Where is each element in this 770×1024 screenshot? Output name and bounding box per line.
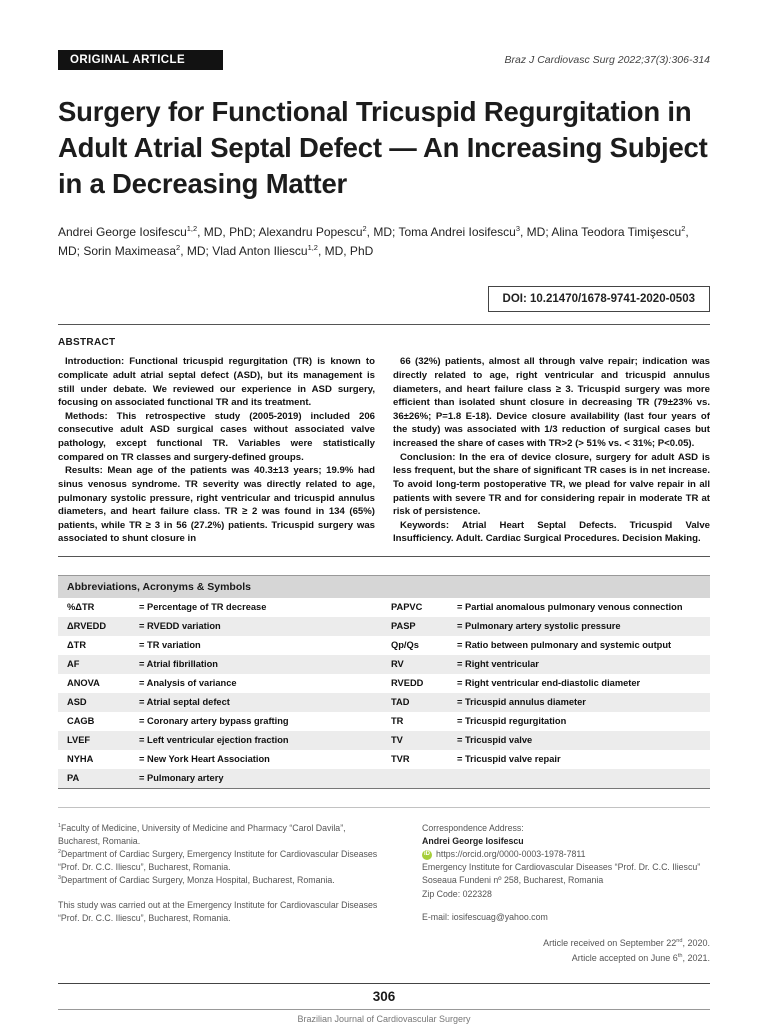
orcid-line: iD https://orcid.org/0000-0003-1978-7811 bbox=[422, 848, 710, 861]
correspondence-line: Emergency Institute for Cardiovascular D… bbox=[422, 862, 701, 873]
footer-rule-2 bbox=[58, 1008, 710, 1010]
abstract-right-column: 66 (32%) patients, almost all through va… bbox=[393, 355, 710, 546]
divider-abstract-bottom bbox=[58, 555, 710, 557]
journal-name: Brazilian Journal of Cardiovascular Surg… bbox=[297, 1013, 471, 1024]
study-note: This study was carried out at the Emerge… bbox=[58, 899, 378, 923]
abbreviations-table: Abbreviations, Acronyms & Symbols %ΔTR = … bbox=[58, 574, 710, 789]
date-received: Article received on September 22nd, 2020… bbox=[543, 937, 710, 948]
abstract-paragraph: 66 (32%) patients, almost all through va… bbox=[393, 356, 710, 450]
correspondence-line: Zip Code: 022328 bbox=[422, 888, 492, 899]
page-header: ORIGINAL ARTICLE Braz J Cardiovasc Surg … bbox=[58, 50, 710, 70]
abstract-paragraph: Conclusion: In the era of device closure… bbox=[393, 451, 710, 518]
authors-line: Andrei George Iosifescu1,2, MD, PhD; Ale… bbox=[58, 224, 689, 258]
abbreviation-row: ANOVA = Analysis of variance RVEDD = Right … bbox=[67, 677, 641, 688]
affiliations: 1Faculty of Medicine, University of Medi… bbox=[58, 822, 388, 967]
orcid-link[interactable]: https://orcid.org/0000-0003-1978-7811 bbox=[436, 849, 586, 860]
abbreviation-row: %ΔTR = Percentage of TR decrease PAPVC = Pa… bbox=[67, 601, 683, 612]
correspondence-block: Correspondence Address: Andrei George Io… bbox=[422, 822, 710, 967]
article-title: Surgery for Functional Tricuspid Regurgi… bbox=[58, 96, 708, 199]
abbreviation-row: ΔRVEDD = RVEDD variation PASP = Pulmonary a… bbox=[58, 616, 710, 636]
divider-top bbox=[58, 324, 710, 326]
correspondence-label: Correspondence Address: bbox=[422, 822, 524, 833]
page-number: 306 bbox=[372, 988, 396, 1004]
affiliation: 2Department of Cardiac Surgery, Emergenc… bbox=[58, 849, 378, 873]
abstract-paragraph: Methods: This retrospective study (2005-… bbox=[58, 410, 375, 463]
footer-rule bbox=[58, 982, 710, 984]
affiliation: 3Department of Cardiac Surgery, Monza Ho… bbox=[58, 875, 335, 886]
article-type-badge: ORIGINAL ARTICLE bbox=[58, 50, 224, 70]
abstract-left-column: Introduction: Functional tricuspid regur… bbox=[58, 355, 375, 546]
affiliation: 1Faculty of Medicine, University of Medi… bbox=[58, 822, 346, 846]
abbreviation-row: LVEF = Left ventricular ejection fraction… bbox=[58, 730, 710, 750]
doi-row: DOI: 10.21470/1678-9741-2020-0503 bbox=[58, 286, 710, 313]
orcid-icon: iD bbox=[422, 849, 432, 860]
abbreviations-rows: %ΔTR = Percentage of TR decrease PAPVC = Pa… bbox=[58, 598, 710, 788]
abbreviation-row: AF = Atrial fibrillation RV = Right ventric… bbox=[58, 654, 710, 674]
abstract-paragraph: Results: Mean age of the patients was 40… bbox=[58, 465, 375, 545]
date-accepted: Article accepted on June 6th, 2021. bbox=[571, 953, 710, 964]
abbreviations-header: Abbreviations, Acronyms & Symbols bbox=[58, 574, 710, 598]
correspondence-lines: Emergency Institute for Cardiovascular D… bbox=[422, 861, 710, 901]
divider-footnotes bbox=[58, 806, 710, 808]
abbreviation-row: ASD = Atrial septal defect TAD = Tricuspid … bbox=[58, 692, 710, 712]
page-footer: 306 Brazilian Journal of Cardiovascular … bbox=[58, 982, 710, 1024]
doi-box: DOI: 10.21470/1678-9741-2020-0503 bbox=[487, 286, 710, 313]
abbreviation-row: ΔTR = TR variation Qp/Qs = Ratio between pu… bbox=[67, 639, 672, 650]
abstract-paragraph: Introduction: Functional tricuspid regur… bbox=[58, 356, 375, 409]
correspondence-name: Andrei George Iosifescu bbox=[422, 835, 524, 846]
abbreviation-row: PA = Pulmonary artery bbox=[58, 768, 710, 788]
abstract-paragraph: Keywords: Atrial Heart Septal Defects. T… bbox=[393, 519, 710, 545]
abstract: Introduction: Functional tricuspid regur… bbox=[58, 355, 710, 546]
journal-reference: Braz J Cardiovasc Surg 2022;37(3):306-31… bbox=[504, 54, 710, 66]
correspondence-line: Soseaua Fundeni nº 258, Bucharest, Roman… bbox=[422, 875, 604, 886]
footnotes: 1Faculty of Medicine, University of Medi… bbox=[58, 822, 710, 967]
abbreviation-row: CAGB = Coronary artery bypass grafting TR =… bbox=[67, 715, 567, 726]
abstract-heading: ABSTRACT bbox=[58, 337, 116, 349]
abbreviation-row: NYHA = New York Heart Association TVR = Tri… bbox=[67, 753, 561, 764]
email-link[interactable]: E-mail: iosifescuag@yahoo.com bbox=[422, 911, 548, 922]
article-dates: Article received on September 22nd, 2020… bbox=[422, 936, 710, 967]
